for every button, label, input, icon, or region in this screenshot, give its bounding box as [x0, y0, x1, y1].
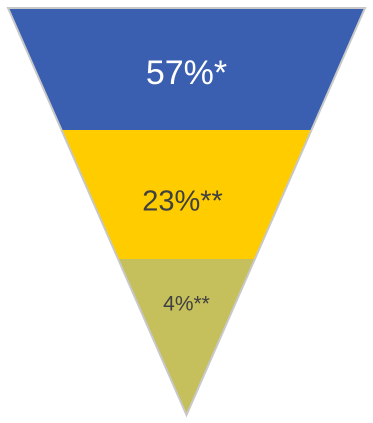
funnel-segment-2 [61, 130, 312, 259]
funnel-segment-label-3: 4%** [163, 293, 210, 316]
funnel-outline [6, 7, 367, 418]
funnel-segment-label-1: 57%* [146, 54, 227, 92]
funnel-segment-3 [118, 259, 255, 415]
funnel-labels: 57%* 23%** 4%** [142, 54, 227, 316]
funnel-segment-1 [8, 8, 365, 130]
funnel-segments [8, 8, 365, 415]
funnel-segment-label-2: 23%** [142, 186, 223, 218]
